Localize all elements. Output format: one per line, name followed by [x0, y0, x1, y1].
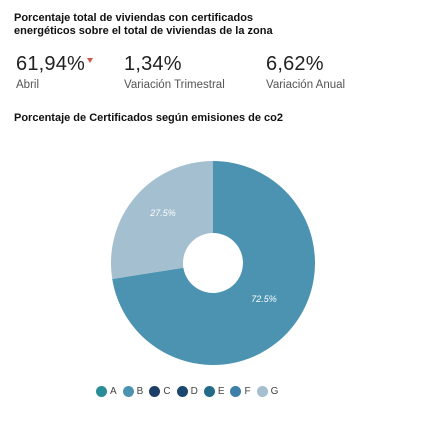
legend-label: A [110, 386, 117, 397]
legend-item-E[interactable]: E [203, 386, 225, 397]
trend-down-icon [87, 58, 94, 64]
legend-dot-icon [256, 386, 268, 397]
legend-label: C [163, 386, 171, 397]
legend-dot-icon [149, 386, 161, 397]
kpi-monthly-value: 61,94% [16, 53, 94, 75]
kpi-annual: 6,62% Variación Anual [266, 53, 345, 92]
legend-dot-icon [176, 386, 188, 397]
page-title: Porcentaje total de viviendas con certif… [14, 12, 273, 37]
legend-label: D [190, 386, 198, 397]
legend-item-D[interactable]: D [176, 386, 198, 397]
kpi-annual-label: Variación Anual [266, 79, 346, 91]
legend-item-C[interactable]: C [149, 386, 171, 397]
legend-dot-icon [96, 386, 107, 397]
slice-B[interactable] [112, 161, 315, 366]
chart-title: Porcentaje de Certificados según emision… [14, 112, 283, 124]
legend-label: E [217, 386, 225, 397]
legend-label: B [136, 386, 144, 397]
kpi-monthly-number: 61,94% [16, 53, 86, 75]
legend-item-F[interactable]: F [230, 386, 251, 397]
legend-dot-icon [203, 386, 215, 397]
legend-item-A[interactable]: A [96, 386, 117, 397]
legend-label: G [270, 386, 279, 397]
kpi-quarterly: 1,34% Variación Trimestral [124, 53, 225, 92]
kpi-monthly-label: Abril [16, 79, 40, 91]
slice-label-G: 27.5% [149, 208, 176, 218]
kpi-quarterly-label: Variación Trimestral [124, 79, 225, 91]
slice-label-B: 72.5% [251, 294, 277, 304]
donut-chart: 72.5% 27.5% [110, 161, 315, 366]
kpi-monthly: 61,94% Abril [16, 53, 94, 92]
slice-G[interactable] [110, 161, 213, 279]
chart-legend: A B C D E F G [96, 386, 284, 397]
legend-item-B[interactable]: B [122, 386, 144, 397]
legend-dot-icon [230, 386, 242, 397]
legend-label: F [244, 386, 251, 397]
kpi-quarterly-value: 1,34% [124, 53, 182, 75]
kpi-annual-value: 6,62% [266, 53, 324, 75]
legend-dot-icon [122, 386, 134, 397]
legend-item-G[interactable]: G [256, 386, 279, 397]
